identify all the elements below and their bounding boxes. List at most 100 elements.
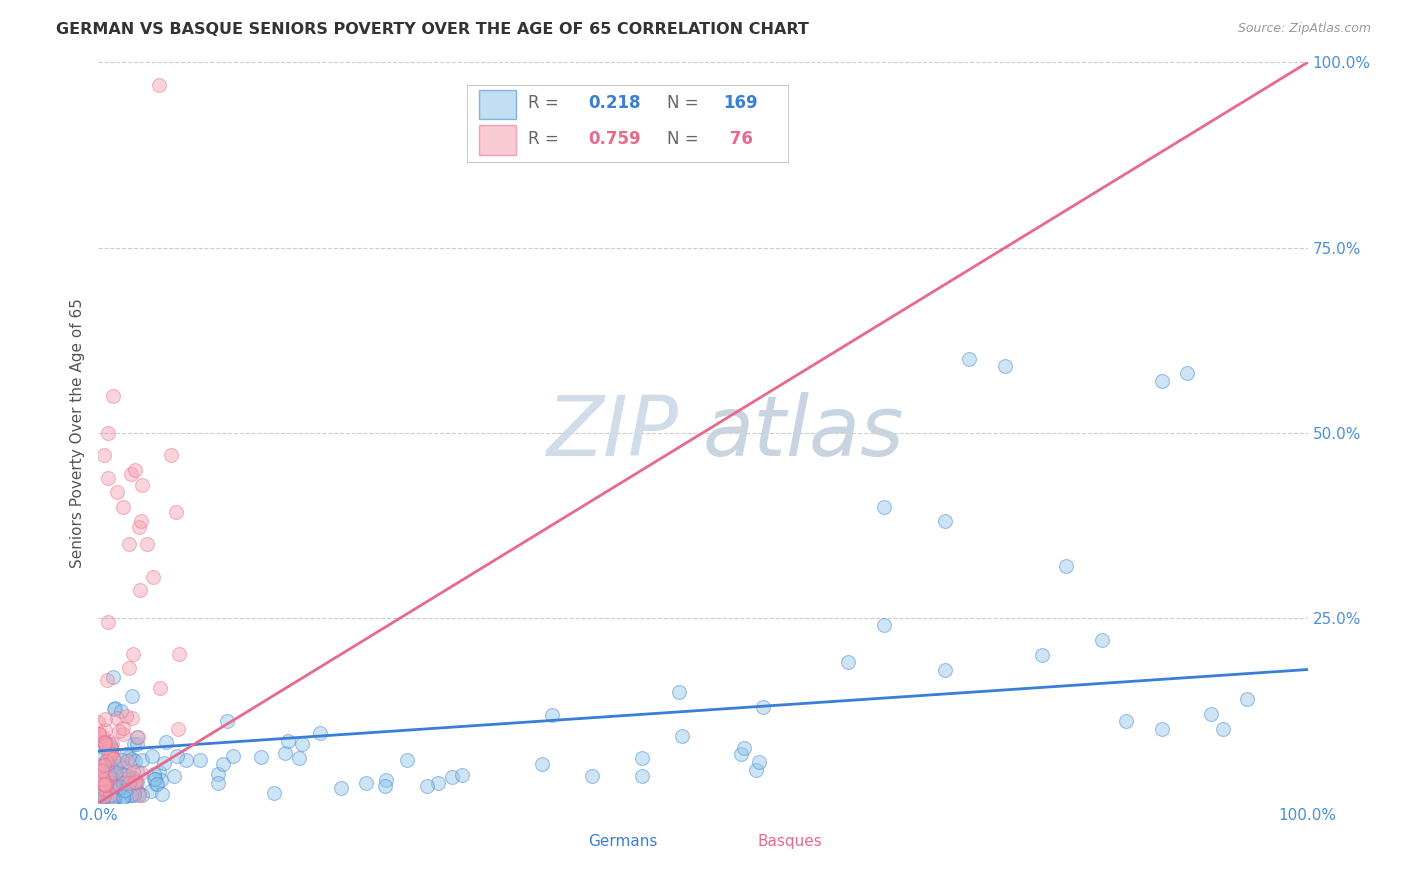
Point [87, 732, 110, 747]
Point [416, 780, 439, 794]
Point [98, 747, 121, 762]
Point [111, 727, 134, 741]
Point [98, 791, 121, 805]
Point [671, 729, 693, 743]
Point [112, 721, 135, 735]
Point [1175, 367, 1198, 381]
Point [143, 772, 166, 786]
Point [141, 784, 163, 798]
Point [103, 779, 125, 793]
Point [128, 787, 150, 801]
Point [128, 520, 150, 534]
Point [131, 766, 153, 780]
Point [104, 772, 127, 787]
Point [101, 791, 124, 805]
Point [291, 737, 314, 751]
Point [145, 777, 167, 791]
Point [90, 790, 112, 805]
Point [120, 788, 142, 802]
Point [94, 783, 117, 797]
Point [111, 768, 134, 782]
Point [127, 764, 149, 779]
Point [96, 776, 118, 790]
Point [93, 789, 115, 804]
Point [541, 708, 564, 723]
Point [104, 768, 127, 782]
Point [263, 786, 285, 800]
Point [148, 765, 170, 780]
Point [118, 776, 141, 790]
Point [118, 661, 141, 675]
Point [98, 770, 121, 784]
Point [91, 739, 114, 754]
Point [100, 742, 122, 756]
Point [125, 737, 148, 751]
Point [118, 536, 141, 550]
Text: atlas: atlas [703, 392, 904, 473]
Point [93, 780, 115, 795]
Point [90, 789, 112, 804]
Point [222, 749, 245, 764]
Point [396, 753, 419, 767]
Point [97, 615, 120, 630]
Point [114, 779, 136, 793]
Point [143, 772, 166, 786]
Point [93, 712, 115, 726]
Point [129, 515, 152, 529]
Point [94, 723, 117, 737]
Point [104, 790, 127, 805]
Text: 76: 76 [724, 129, 752, 148]
Point [110, 774, 132, 789]
Point [128, 788, 150, 802]
Point [101, 792, 124, 806]
Point [1031, 648, 1053, 662]
Point [127, 775, 149, 789]
Point [309, 726, 332, 740]
Point [115, 755, 138, 769]
Point [1152, 374, 1174, 388]
Point [174, 753, 197, 767]
Point [91, 763, 114, 777]
Point [145, 777, 167, 791]
Point [441, 770, 464, 784]
FancyBboxPatch shape [479, 90, 516, 120]
Point [100, 743, 122, 757]
Point [93, 789, 115, 803]
Point [108, 723, 131, 738]
Point [117, 780, 139, 794]
Point [87, 795, 110, 809]
Point [1152, 722, 1174, 736]
Point [149, 681, 172, 696]
Point [101, 763, 124, 777]
FancyBboxPatch shape [540, 827, 576, 856]
Point [111, 753, 134, 767]
Point [96, 756, 118, 771]
Point [153, 756, 176, 770]
Point [745, 764, 768, 778]
Point [103, 781, 125, 796]
Point [141, 749, 163, 764]
Point [103, 792, 125, 806]
Point [733, 741, 755, 756]
Point [131, 478, 153, 492]
Point [101, 752, 124, 766]
Point [96, 787, 118, 801]
Point [121, 772, 143, 786]
Point [100, 780, 122, 795]
Point [748, 756, 770, 770]
Point [96, 753, 118, 767]
Point [1054, 558, 1077, 573]
Point [107, 756, 129, 770]
Point [91, 795, 114, 809]
Point [1199, 706, 1222, 721]
Point [93, 777, 115, 791]
Point [108, 780, 131, 794]
Point [135, 536, 157, 550]
Point [117, 749, 139, 764]
Point [115, 772, 138, 786]
Point [91, 785, 114, 799]
Point [108, 780, 131, 794]
Point [163, 769, 186, 783]
Point [117, 785, 139, 799]
Point [124, 462, 146, 476]
